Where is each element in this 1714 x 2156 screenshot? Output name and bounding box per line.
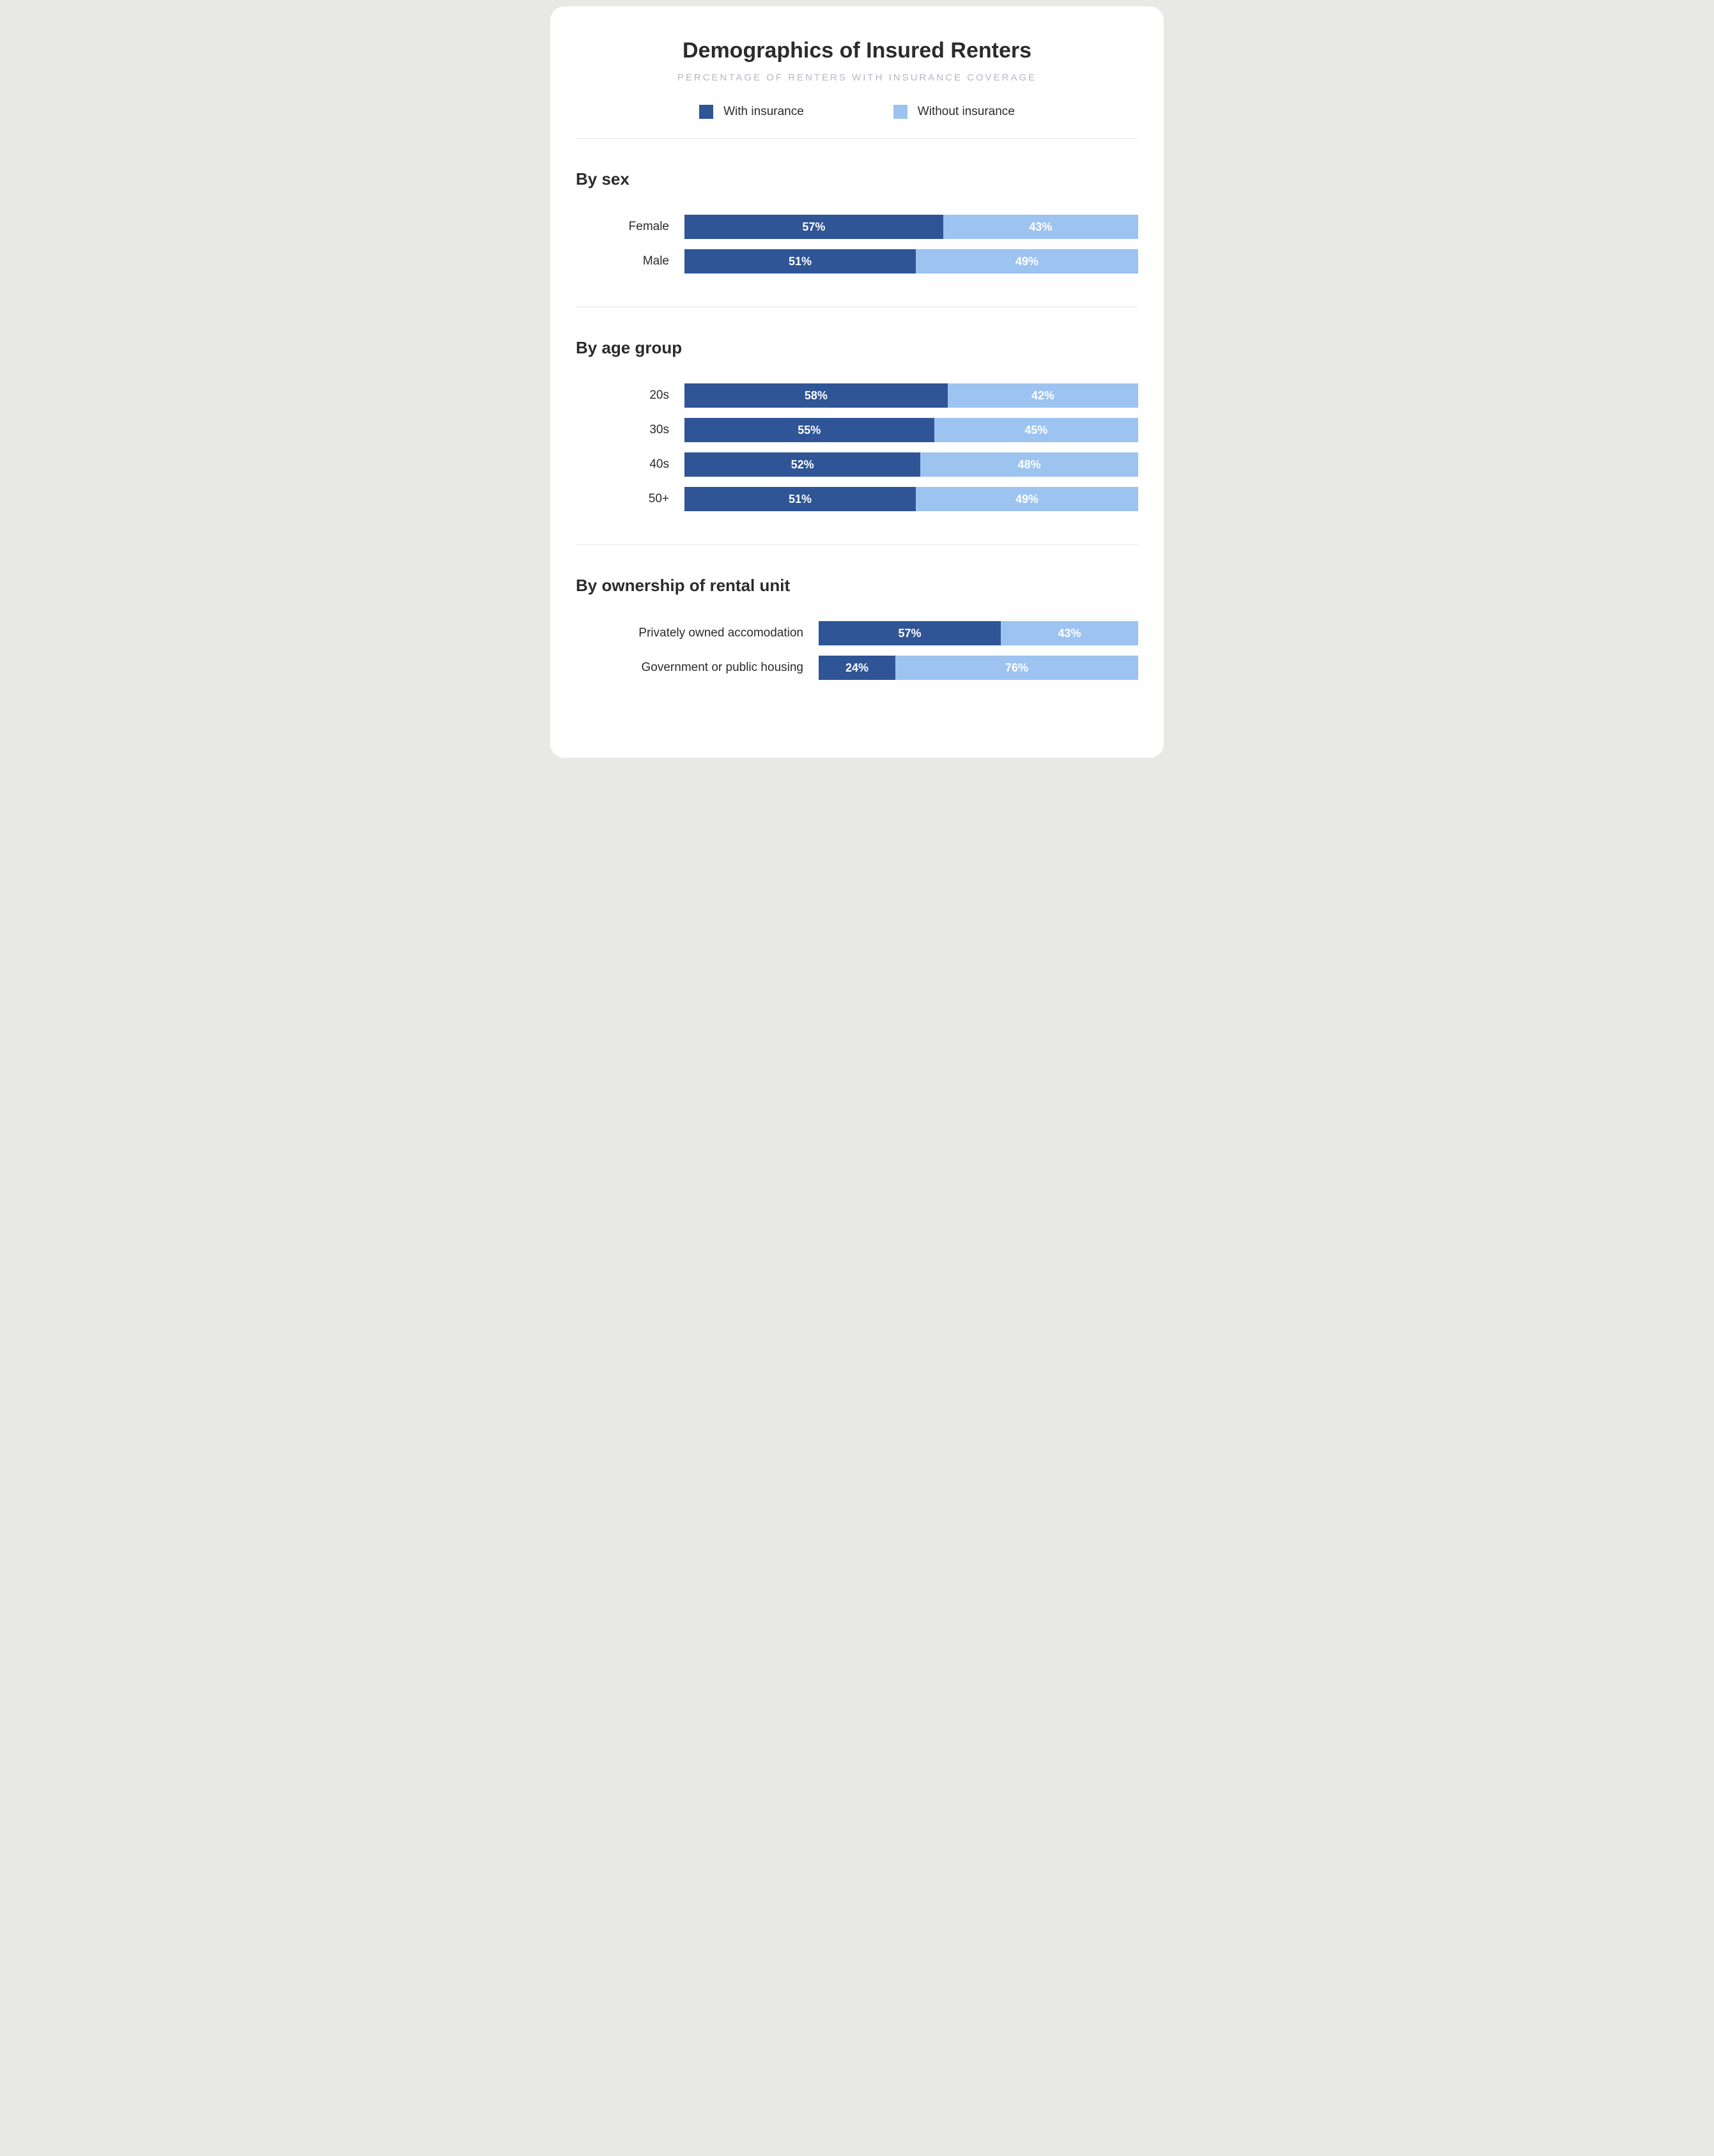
chart-section: By sex Female57%43% Male51%49% <box>576 139 1138 307</box>
bar-row: Government or public housing24%76% <box>576 656 1138 680</box>
bar-row-label: 20s <box>576 389 684 403</box>
legend-item-with: With insurance <box>699 105 804 119</box>
bar-segment-without: 49% <box>916 487 1138 511</box>
bar-row-label: Female <box>576 220 684 234</box>
legend: With insurance Without insurance <box>576 105 1138 119</box>
bar-segment-with: 52% <box>684 452 920 477</box>
bar-segment-without: 49% <box>916 249 1138 273</box>
section-title: By ownership of rental unit <box>576 576 1138 596</box>
bar-wrap: 24%76% <box>819 656 1138 680</box>
bar-row: Male51%49% <box>576 249 1138 273</box>
bar-row-label: Male <box>576 254 684 268</box>
bar-wrap: 55%45% <box>684 418 1138 442</box>
chart-title: Demographics of Insured Renters <box>576 38 1138 63</box>
section-title: By age group <box>576 338 1138 358</box>
bar-segment-with: 51% <box>684 487 916 511</box>
bar-segment-with: 57% <box>819 621 1001 645</box>
bar-wrap: 51%49% <box>684 487 1138 511</box>
legend-label-with: With insurance <box>723 105 804 119</box>
bar-row-label: 30s <box>576 423 684 437</box>
bar-row: 30s55%45% <box>576 418 1138 442</box>
legend-swatch-without <box>893 105 907 119</box>
bar-segment-with: 58% <box>684 383 948 408</box>
bar-segment-without: 43% <box>1001 621 1138 645</box>
sections-container: By sexFemale57%43%Male51%49%By age group… <box>576 139 1138 713</box>
bar-row: 50+51%49% <box>576 487 1138 511</box>
bar-row: Privately owned accomodation57%43% <box>576 621 1138 645</box>
chart-section: By age group20s58%42%30s55%45%40s52%48%5… <box>576 307 1138 544</box>
bar-wrap: 58%42% <box>684 383 1138 408</box>
chart-section: By ownership of rental unit Privately own… <box>576 545 1138 713</box>
bar-wrap: 51%49% <box>684 249 1138 273</box>
bar-segment-with: 24% <box>819 656 895 680</box>
chart-subtitle: PERCENTAGE OF RENTERS WITH INSURANCE COV… <box>576 72 1138 83</box>
bar-row: Female57%43% <box>576 215 1138 239</box>
bar-row-label: Government or public housing <box>576 661 819 675</box>
legend-label-without: Without insurance <box>918 105 1015 119</box>
bar-row-label: 40s <box>576 458 684 472</box>
legend-item-without: Without insurance <box>893 105 1015 119</box>
bar-segment-without: 48% <box>920 452 1138 477</box>
bar-segment-without: 76% <box>895 656 1138 680</box>
bar-segment-with: 51% <box>684 249 916 273</box>
bar-segment-with: 55% <box>684 418 934 442</box>
bar-wrap: 57%43% <box>684 215 1138 239</box>
bar-wrap: 57%43% <box>819 621 1138 645</box>
bar-segment-without: 42% <box>948 383 1138 408</box>
bar-segment-with: 57% <box>684 215 943 239</box>
bar-row: 40s52%48% <box>576 452 1138 477</box>
section-title: By sex <box>576 169 1138 189</box>
legend-swatch-with <box>699 105 713 119</box>
bar-row-label: 50+ <box>576 492 684 506</box>
bar-row: 20s58%42% <box>576 383 1138 408</box>
bar-row-label: Privately owned accomodation <box>576 626 819 640</box>
bar-wrap: 52%48% <box>684 452 1138 477</box>
chart-card: Demographics of Insured Renters PERCENTA… <box>550 6 1164 758</box>
bar-segment-without: 43% <box>943 215 1138 239</box>
bar-segment-without: 45% <box>934 418 1139 442</box>
